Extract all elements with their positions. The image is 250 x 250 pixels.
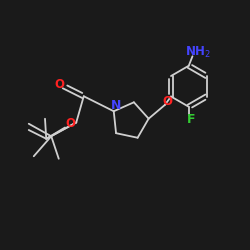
Text: NH$_2$: NH$_2$	[185, 44, 211, 60]
Text: O: O	[54, 78, 64, 91]
Text: F: F	[186, 113, 195, 126]
Text: O: O	[66, 117, 76, 130]
Text: O: O	[162, 95, 172, 108]
Text: N: N	[110, 99, 121, 112]
